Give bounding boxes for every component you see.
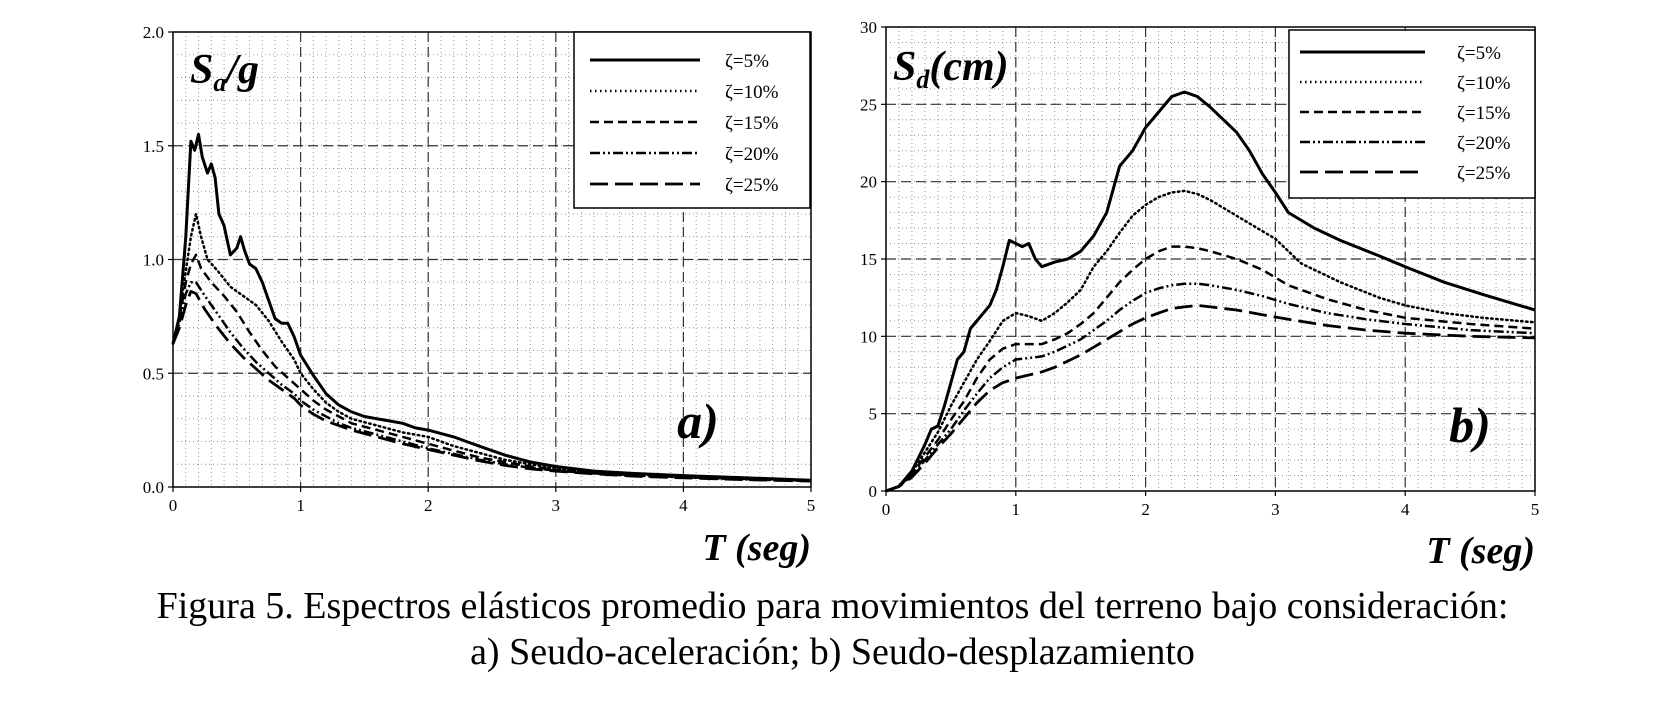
y-tick-label: 0 [869, 482, 878, 501]
legend-label: ζ=5% [1457, 43, 1501, 64]
x-tick-label: 3 [1271, 500, 1280, 519]
x-tick-label: 2 [1141, 500, 1150, 519]
x-tick-label: 5 [1531, 500, 1540, 519]
figure-caption-line-2: a) Seudo-aceleración; b) Seudo-desplazam… [470, 631, 1195, 673]
series-line-zeta-1 [885, 90, 1536, 493]
series-line-zeta-3 [885, 245, 1536, 493]
legend-label: ζ=25% [725, 175, 779, 196]
legend-label: ζ=15% [1457, 103, 1511, 124]
series-line-zeta-2 [171, 212, 813, 482]
legend-label: ζ=20% [725, 144, 779, 165]
grid-lines [886, 27, 1535, 491]
y-axis-label: Sa/g [190, 47, 259, 97]
y-tick-label: 1.5 [143, 137, 164, 156]
y-tick-label: 10 [860, 327, 877, 346]
panel-label: b) [1449, 397, 1491, 453]
legend: ζ=5% ζ=10% ζ=15% ζ=20% ζ=25% [573, 31, 811, 209]
y-tick-label: 15 [860, 250, 877, 269]
y-axis-label: Sd(cm) [893, 44, 1009, 94]
legend-label: ζ=15% [725, 113, 779, 134]
legend-label: ζ=25% [1457, 163, 1511, 184]
y-tick-label: 0.0 [143, 478, 164, 497]
x-tick-label: 1 [296, 496, 305, 515]
legend-label: ζ=10% [1457, 73, 1511, 94]
series-line-zeta-4 [171, 281, 812, 483]
x-tick-label: 0 [169, 496, 178, 515]
figure-caption-line-1: Figura 5. Espectros elásticos promedio p… [156, 585, 1509, 627]
legend-label: ζ=5% [725, 51, 769, 72]
legend-box [1288, 29, 1536, 199]
y-tick-label: 5 [869, 405, 878, 424]
series-line-zeta-5 [885, 304, 1536, 493]
x-tick-label: 4 [1401, 500, 1410, 519]
x-tick-label: 1 [1012, 500, 1021, 519]
chart-panel-b: 0 1 2 3 4 5 0 5 10 15 20 25 30 ζ=5% ζ=10% ζ=15% ζ=20% ζ=2… [860, 18, 1539, 572]
series-line-zeta-2 [884, 189, 1537, 493]
chart-panel-a: 0 1 2 3 4 5 0.0 0.5 1.0 1.5 2.0 ζ=5% ζ=10% ζ=15% ζ=20%… [143, 23, 816, 569]
y-tick-label: 1.0 [143, 251, 164, 270]
y-tick-label: 0.5 [143, 364, 164, 383]
legend: ζ=5% ζ=10% ζ=15% ζ=20% ζ=25% [1288, 29, 1536, 199]
legend-label: ζ=10% [725, 82, 779, 103]
x-axis-label: T (seg) [702, 527, 811, 569]
series-line-zeta-1 [171, 132, 812, 482]
x-axis-label: T (seg) [1426, 530, 1535, 572]
x-tick-label: 0 [882, 500, 891, 519]
y-tick-label: 25 [860, 95, 877, 114]
x-tick-label: 4 [679, 496, 688, 515]
series-line-zeta-4 [885, 282, 1536, 493]
y-tick-label: 20 [860, 173, 877, 192]
legend-label: ζ=20% [1457, 133, 1511, 154]
panel-label: a) [677, 393, 719, 449]
y-tick-label: 2.0 [143, 23, 164, 42]
x-tick-label: 5 [807, 496, 816, 515]
series-line-zeta-5 [171, 290, 812, 483]
x-tick-label: 3 [552, 496, 561, 515]
y-tick-label: 30 [860, 18, 877, 37]
x-tick-label: 2 [424, 496, 433, 515]
